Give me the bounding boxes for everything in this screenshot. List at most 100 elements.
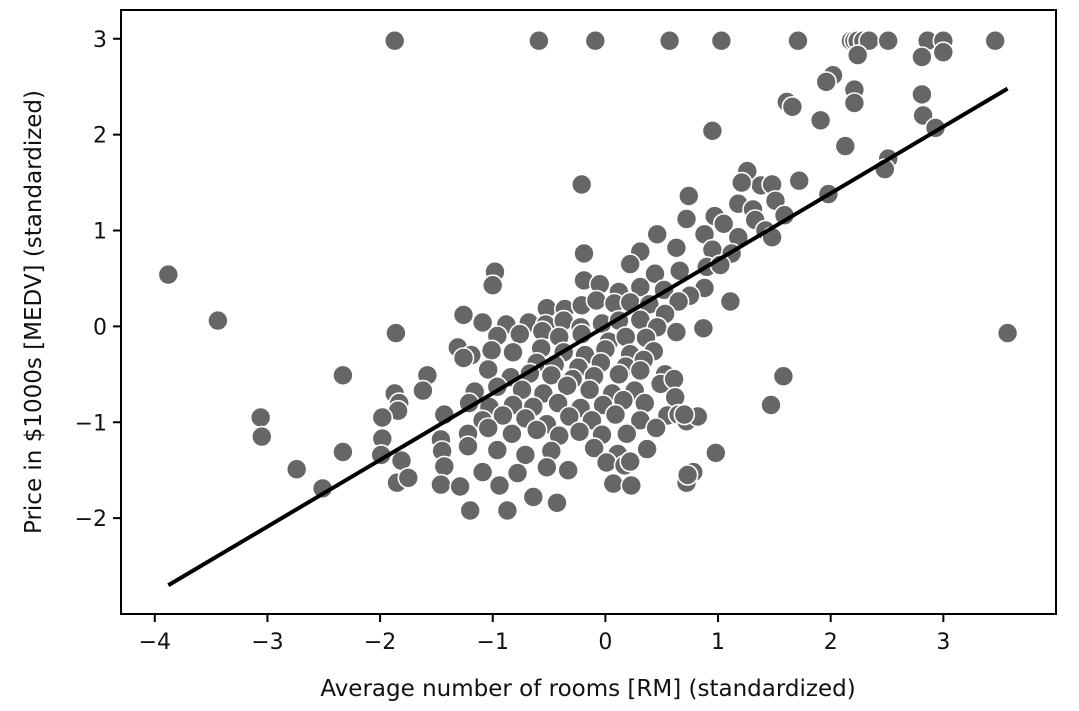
data-point [459,499,482,522]
y-axis-title: Price in $1000s [MEDV] (standardized) [21,90,47,534]
data-point [667,290,690,313]
data-point [385,322,407,344]
data-point [730,171,753,194]
data-point [546,491,568,514]
data-point [332,441,354,463]
data-point [522,486,545,508]
data-point [540,364,563,387]
x-tick-label: −4 [139,630,171,655]
data-point [996,322,1019,344]
data-point [570,173,593,196]
data-point [480,339,503,362]
data-point [573,242,595,265]
data-point [568,420,591,443]
data-point [677,185,700,207]
y-tick-label: 2 [93,124,107,149]
data-point [506,462,529,484]
data-point [584,29,607,52]
data-point [675,208,698,230]
data-point [285,458,308,481]
data-point [604,403,627,426]
data-point [492,404,514,427]
y-tick-label: −1 [75,411,107,436]
data-point [834,135,857,157]
data-point [452,304,475,326]
data-point [719,290,742,313]
data-point [877,29,900,52]
x-axis-ticks: −4 −3 −2 −1 0 1 2 3 [139,614,950,655]
data-point [433,455,456,478]
data-point [412,379,434,402]
data-point [712,213,735,235]
y-tick-label: 1 [93,220,107,245]
data-point [676,464,699,486]
data-point [692,317,715,340]
data-point [557,459,580,482]
data-point [477,417,500,439]
data-point [615,422,638,445]
data-point [508,323,531,345]
data-point [457,435,479,458]
data-point [496,499,519,522]
data-point [704,442,727,464]
data-point [514,444,537,466]
data-point [701,120,724,142]
data-point [595,451,618,474]
data-point [383,29,406,52]
data-point [665,237,688,259]
data-point [157,263,180,286]
data-point [249,406,272,429]
x-tick-label: −2 [364,630,396,655]
x-tick-label: 0 [598,630,612,655]
data-point [619,450,642,473]
data-point [932,41,955,64]
data-point [397,467,420,489]
data-point [787,29,809,52]
data-point [629,359,652,382]
data-point [602,472,625,495]
data-point [525,419,548,441]
data-point [911,46,933,68]
data-point [984,29,1007,52]
data-point [815,71,838,93]
x-tick-label: 1 [711,630,725,655]
data-point [501,422,523,445]
data-point [207,309,229,332]
data-point [665,321,688,343]
data-point [620,474,643,497]
x-tick-label: −3 [251,630,283,655]
data-point [585,289,608,312]
data-point [843,92,866,114]
data-point [644,262,666,285]
data-point [558,405,581,428]
data-point [710,29,733,52]
x-tick-label: 3 [936,630,950,655]
data-point [673,403,696,426]
data-point [471,311,494,334]
data-point [556,374,578,397]
y-axis-ticks: −2 −1 0 1 2 3 [75,28,121,532]
data-point [781,96,804,118]
data-point [663,368,685,390]
data-point [332,364,354,387]
data-point [629,276,652,298]
data-point [658,29,681,52]
data-point [481,274,504,297]
data-point [846,44,869,66]
data-point [502,341,524,364]
data-point [772,365,795,388]
x-axis-title: Average number of rooms [RM] (standardiz… [320,676,855,702]
y-tick-label: 3 [93,28,107,53]
data-point [535,456,558,479]
data-point [488,474,511,497]
data-point [449,475,471,498]
plot-frame [120,9,1057,615]
data-point [809,109,832,132]
x-tick-label: 2 [824,630,838,655]
data-point [250,425,273,448]
regression-line [167,86,1009,587]
data-point [471,461,494,483]
data-point [583,437,605,459]
data-point [578,378,601,401]
